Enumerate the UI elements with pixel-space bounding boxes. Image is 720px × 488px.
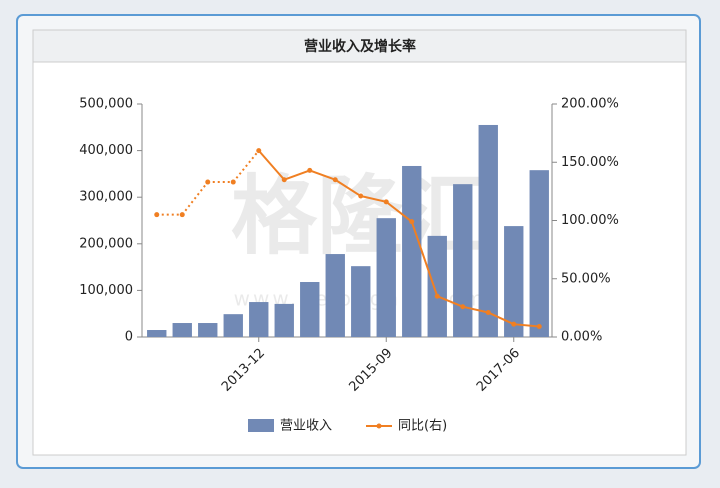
line-marker xyxy=(383,199,389,205)
bar xyxy=(223,314,243,337)
line-segment xyxy=(360,195,387,203)
line-marker xyxy=(358,193,364,199)
watermark: 格隆汇 xyxy=(231,166,489,266)
y-tick-label: 300,000 xyxy=(79,190,133,205)
y-tick-label: 400,000 xyxy=(79,143,133,158)
legend-label: 营业收入 xyxy=(280,419,332,434)
line-marker xyxy=(485,310,491,316)
line-marker xyxy=(511,321,517,327)
panel-header xyxy=(32,29,687,63)
y-tick-label: 500,000 xyxy=(79,97,133,112)
bar xyxy=(478,124,498,337)
bar xyxy=(376,218,396,337)
line-marker xyxy=(179,212,185,218)
bar xyxy=(325,254,345,337)
y-tick-label: 100,000 xyxy=(79,283,133,298)
legend-marker xyxy=(376,423,382,429)
y2-tick-label: 150.00% xyxy=(561,155,619,170)
line-segment xyxy=(309,169,336,181)
line-marker xyxy=(434,293,440,299)
line-marker xyxy=(205,179,211,185)
bar xyxy=(504,226,524,337)
bar xyxy=(300,282,320,337)
line-marker xyxy=(154,212,160,218)
line-marker xyxy=(409,219,415,225)
bar xyxy=(402,165,422,337)
bar xyxy=(529,170,549,337)
line-segment xyxy=(283,169,311,181)
line-segment xyxy=(462,305,489,314)
legend-swatch xyxy=(248,419,274,432)
line-segment xyxy=(385,201,413,223)
bar xyxy=(198,323,218,337)
line-marker xyxy=(256,148,262,154)
line-marker xyxy=(281,177,287,183)
line-segment xyxy=(513,323,540,328)
line-segment xyxy=(410,221,439,297)
line-segment xyxy=(181,181,209,216)
line-segment xyxy=(436,295,464,308)
y2-tick-label: 50.00% xyxy=(561,271,611,286)
y2-tick-label: 100.00% xyxy=(561,213,619,228)
bar xyxy=(172,323,192,337)
line-marker xyxy=(230,179,236,185)
line-segment xyxy=(487,311,515,326)
bar xyxy=(147,330,167,337)
line-segment xyxy=(257,149,286,181)
legend-label: 同比(右) xyxy=(398,419,447,434)
bar xyxy=(453,184,473,337)
line-marker xyxy=(460,304,466,310)
bar xyxy=(351,266,371,337)
line-marker xyxy=(332,177,338,183)
y-tick-label: 0 xyxy=(125,330,133,345)
bar xyxy=(274,303,294,337)
line-segment xyxy=(334,178,362,197)
bar xyxy=(427,235,447,337)
line-segment xyxy=(232,149,260,183)
bar xyxy=(249,302,269,337)
line-marker xyxy=(307,167,313,173)
chart-title: 营业收入及增长率 xyxy=(304,38,416,55)
y2-tick-label: 200.00% xyxy=(561,97,619,112)
y-tick-label: 200,000 xyxy=(79,236,133,251)
y2-tick-label: 0.00% xyxy=(561,330,602,345)
line-marker xyxy=(536,324,542,330)
